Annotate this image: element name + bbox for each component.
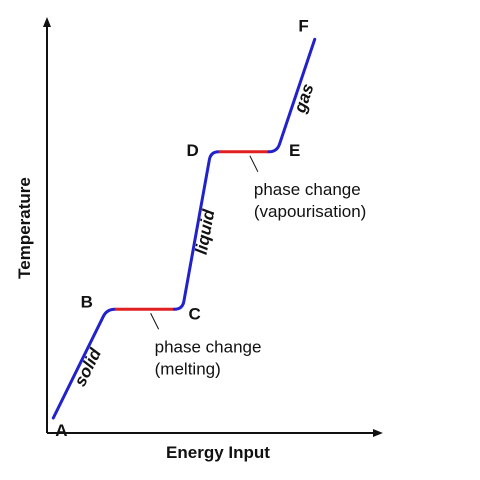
segment-e-f bbox=[267, 37, 317, 154]
point-label-a: A bbox=[55, 421, 67, 440]
point-labels: A B C D E F bbox=[55, 16, 308, 440]
phase-label-liquid: liquid bbox=[192, 207, 219, 256]
phase-label-solid: solid bbox=[70, 345, 105, 390]
segment-a-b bbox=[51, 307, 117, 420]
curve-segments bbox=[51, 37, 317, 420]
phase-label-gas: gas bbox=[290, 81, 318, 116]
point-label-e: E bbox=[289, 141, 300, 160]
note-line-1: phase change bbox=[155, 337, 262, 356]
note-d-e: phase change (vapourisation) bbox=[249, 155, 366, 221]
point-label-d: D bbox=[187, 141, 199, 160]
note-leader-line bbox=[249, 155, 259, 172]
segment-c-d bbox=[172, 150, 221, 311]
point-label-f: F bbox=[298, 16, 308, 35]
note-leader-line bbox=[150, 313, 160, 330]
note-b-c: phase change (melting) bbox=[150, 313, 262, 378]
x-axis-label: Energy Input bbox=[166, 443, 270, 462]
note-line-2: (vapourisation) bbox=[254, 202, 366, 221]
point-label-b: B bbox=[81, 292, 93, 311]
y-axis-label: Temperature bbox=[15, 177, 34, 279]
note-line-1: phase change bbox=[254, 180, 361, 199]
phase-change-notes: phase change (melting) phase change (vapour… bbox=[150, 155, 366, 378]
point-label-c: C bbox=[188, 304, 200, 323]
note-line-2: (melting) bbox=[155, 359, 221, 378]
